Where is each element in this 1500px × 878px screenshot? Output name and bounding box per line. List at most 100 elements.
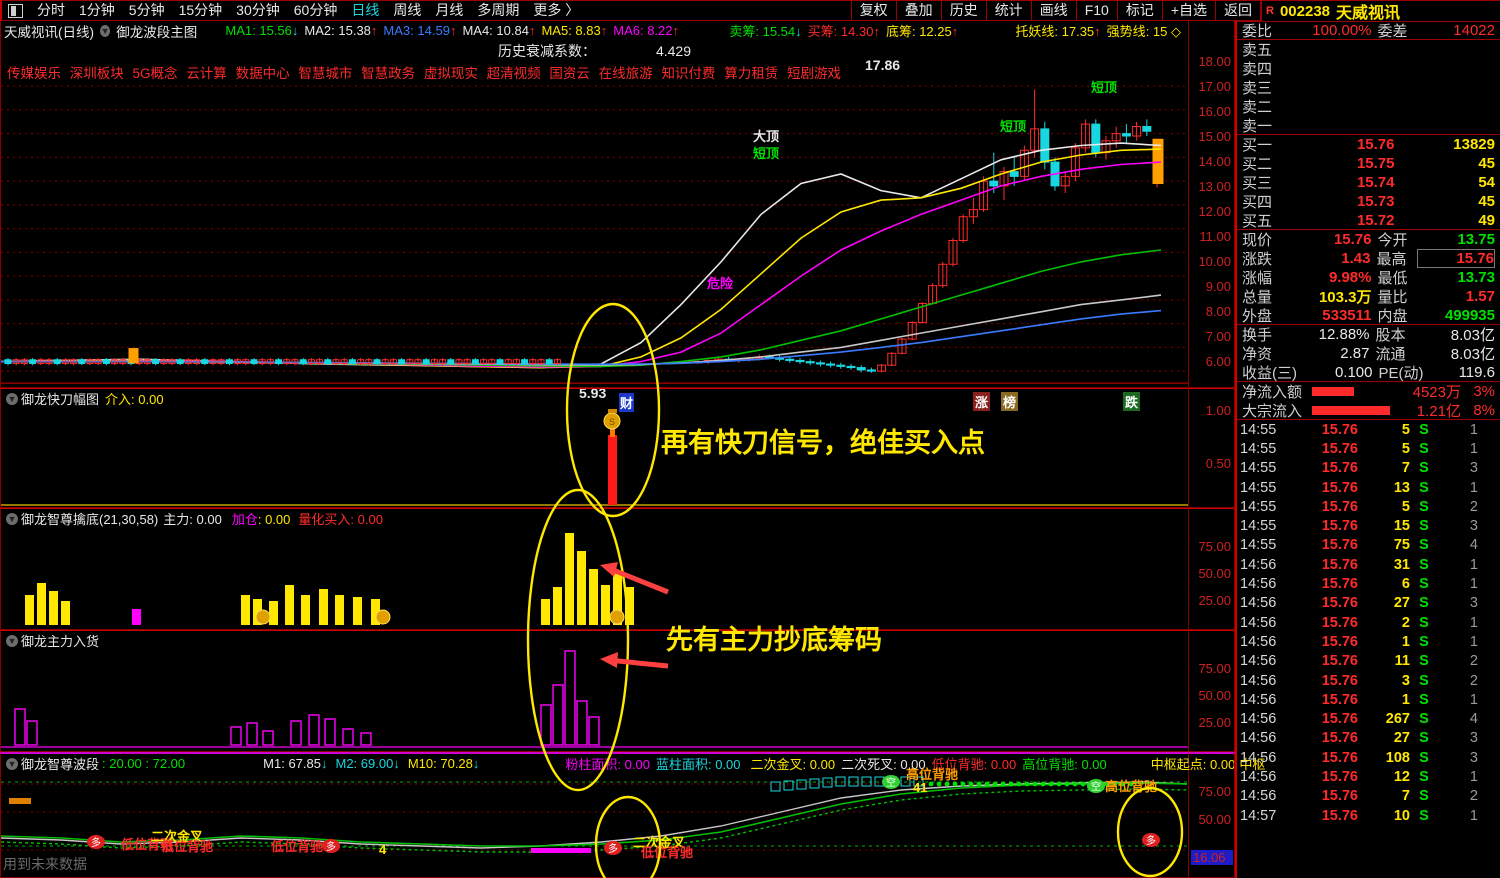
period-15min[interactable]: 15分钟: [178, 2, 223, 18]
sector-tag[interactable]: 在线旅游: [598, 66, 653, 81]
tick-time: 14:56: [1240, 730, 1277, 747]
sector-tag[interactable]: 云计算: [186, 66, 227, 81]
tick-price: 15.76: [1321, 788, 1358, 805]
sector-tag[interactable]: 虚拟现实: [423, 66, 478, 81]
sector-tag[interactable]: 智慧城市: [298, 66, 353, 81]
layout-icon[interactable]: [8, 3, 23, 18]
indicator-name[interactable]: 御龙波段主图: [116, 24, 198, 40]
sector-tag[interactable]: 智慧政务: [361, 66, 416, 81]
button-lishi[interactable]: 历史: [940, 0, 986, 21]
chevron-down-icon[interactable]: ▼: [100, 24, 111, 37]
period-5min[interactable]: 5分钟: [128, 2, 165, 18]
panel-boduan[interactable]: ▼ 御龙智尊波段 : 20.00 : 72.00 M1: 67.85↓ M2: …: [0, 752, 1265, 878]
sector-tag[interactable]: 数据中心: [235, 66, 290, 81]
panel-boduan-blue-area: 蓝柱面积: 0.00: [655, 757, 741, 772]
ask-row[interactable]: 卖三: [1237, 78, 1500, 97]
stat-label2: 最高: [1376, 251, 1407, 268]
panel-kuaidao[interactable]: ▼ 御龙快刀幅图 介入: 0.00 S 再有快刀信号，绝佳买入点: [0, 388, 1189, 508]
fund-label2: PE(动): [1378, 364, 1424, 382]
button-add-favorite[interactable]: +自选: [1161, 0, 1215, 21]
sector-tag[interactable]: 5G概念: [132, 66, 178, 81]
period-daily[interactable]: 日线: [351, 2, 380, 18]
button-fuquan[interactable]: 复权: [850, 0, 896, 21]
tick-price: 15.76: [1321, 711, 1358, 728]
tick-price: 15.76: [1321, 614, 1358, 631]
tick-time: 14:55: [1240, 537, 1277, 554]
period-1min[interactable]: 1分钟: [79, 2, 115, 18]
sector-tag[interactable]: 深圳板块: [69, 66, 124, 81]
button-diejia[interactable]: 叠加: [895, 0, 941, 21]
bid-row[interactable]: 买三 15.74 54: [1237, 173, 1500, 192]
button-f10[interactable]: F10: [1075, 0, 1117, 21]
tick-row: 14:56 15.76 27 S 3: [1237, 594, 1500, 613]
tick-list[interactable]: 14:55 15.76 5 S 1 14:55 15.76 5 S 1 14:55 15.76 7 S…: [1237, 420, 1500, 825]
button-biaoji[interactable]: 标记: [1116, 0, 1162, 21]
price-tick: 13.00: [1198, 179, 1231, 194]
bid-row[interactable]: 买五 15.72 49: [1237, 211, 1500, 230]
sector-tag[interactable]: 国资云: [549, 66, 590, 81]
period-30min[interactable]: 30分钟: [236, 2, 280, 18]
tick-volume: 7: [1401, 788, 1410, 805]
panel-boduan-range: : 20.00 : 72.00: [102, 756, 186, 771]
button-huaxian[interactable]: 画线: [1030, 0, 1076, 21]
chevron-down-icon[interactable]: ▼: [6, 392, 18, 405]
tick-price: 15.76: [1321, 653, 1358, 670]
fund-label: 净资: [1242, 346, 1273, 363]
chevron-down-icon[interactable]: ▼: [6, 512, 18, 525]
chevron-down-icon[interactable]: ▼: [6, 757, 18, 770]
tick-price: 15.76: [1321, 498, 1358, 515]
period-fenshi[interactable]: 分时: [37, 2, 65, 18]
chevron-down-icon[interactable]: ▼: [6, 634, 18, 647]
bid-row[interactable]: 买四 15.73 45: [1237, 192, 1500, 211]
ask-row[interactable]: 卖一: [1237, 116, 1500, 135]
sector-tag[interactable]: 算力租赁: [724, 66, 779, 81]
qiangshixian-field: 强势线: 15 ◇: [1106, 24, 1181, 39]
stat-value: 15.76: [1333, 231, 1372, 248]
kuaidao-tick: 1.00: [1205, 403, 1231, 418]
tick-time: 14:56: [1240, 768, 1277, 785]
panel-zhuliruhuo-title[interactable]: 御龙主力入货: [21, 634, 100, 649]
panel-qindi-title[interactable]: 御龙智尊擒底(21,30,58): [21, 512, 159, 527]
period-60min[interactable]: 60分钟: [293, 2, 338, 18]
tick-count: 1: [1469, 768, 1478, 785]
button-tongji[interactable]: 统计: [985, 0, 1031, 21]
tick-count: 4: [1469, 711, 1478, 728]
panel-qindi[interactable]: ▼ 御龙智尊擒底(21,30,58) 主力: 0.00 加仓: 0.00 量化买…: [0, 508, 1189, 630]
zhuliruhuo-tick: 50.00: [1198, 688, 1231, 703]
ask-row[interactable]: 卖二: [1237, 97, 1500, 116]
sector-tag[interactable]: 知识付费: [661, 66, 716, 81]
button-back[interactable]: 返回: [1215, 0, 1261, 21]
ask-row[interactable]: 卖四: [1237, 59, 1500, 78]
panel-boduan-title[interactable]: 御龙智尊波段: [21, 757, 100, 772]
bid-label: 买五: [1242, 212, 1273, 230]
price-tick: 12.00: [1198, 204, 1231, 219]
mark-duanding-2: 短顶: [1000, 119, 1027, 134]
decay-label: 历史衰减系数：: [497, 43, 596, 59]
annotation-buy-signal: 再有快刀信号，绝佳买入点: [661, 428, 985, 458]
stat-row-change: 涨跌 1.43 最高 15.76: [1237, 249, 1500, 268]
sector-tag[interactable]: 短剧游戏: [786, 66, 841, 81]
tick-price: 15.76: [1321, 440, 1358, 457]
qindi-axis: 75.00 50.00 25.00: [1189, 508, 1235, 630]
flow-label: 净流入额: [1242, 384, 1303, 401]
period-monthly[interactable]: 月线: [435, 2, 464, 18]
ma2-field: MA2: 15.38↑: [304, 23, 378, 38]
panel-boduan-m1: M1: 67.85↓: [263, 756, 328, 771]
sector-tag[interactable]: 超清视频: [486, 66, 541, 81]
capital-flow: 净流入额 4523万 3% 大宗流入 1.21亿 8%: [1237, 382, 1500, 420]
ask-label: 卖二: [1242, 99, 1273, 116]
ask-row[interactable]: 卖五: [1237, 40, 1500, 59]
bid-row[interactable]: 买二 15.75 45: [1237, 154, 1500, 173]
panel-kuaidao-title[interactable]: 御龙快刀幅图: [21, 392, 100, 407]
bid-row[interactable]: 买一 15.76 13829: [1237, 135, 1500, 154]
panel-zhuliruhuo[interactable]: ▼ 御龙主力入货: [0, 630, 1189, 752]
period-multi[interactable]: 多周期: [477, 2, 520, 18]
period-more[interactable]: 更多 〉: [533, 2, 580, 18]
main-chart-panel[interactable]: 天威视讯(日线) ▼ 御龙波段主图 MA1: 15.56↓ MA2: 15.38…: [0, 21, 1189, 412]
period-weekly[interactable]: 周线: [393, 2, 422, 18]
sector-tag[interactable]: 传媒娱乐: [7, 66, 61, 81]
stock-code: 002238: [1279, 2, 1331, 20]
panel-boduan-header: ▼ 御龙智尊波段 : 20.00 : 72.00 M1: 67.85↓ M2: …: [1, 754, 1265, 773]
tick-volume: 15: [1393, 518, 1410, 535]
tick-count: 1: [1469, 576, 1478, 593]
